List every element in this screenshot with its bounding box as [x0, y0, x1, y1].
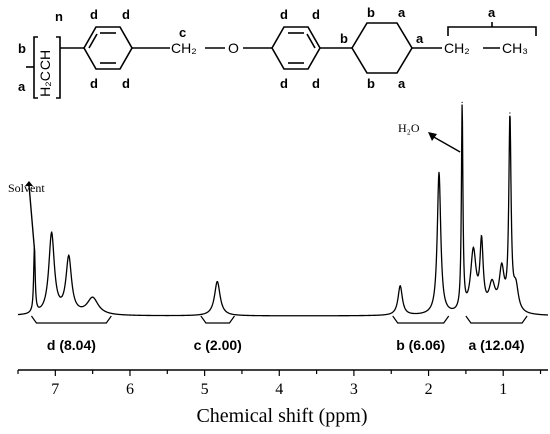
integral-bracket: [465, 315, 528, 324]
label-a-cy-attach: a: [416, 31, 424, 46]
label-d-ring2-bl: d: [280, 76, 288, 91]
solvent-label: Solvent: [8, 181, 45, 195]
right-bracket: [56, 36, 61, 99]
label-d-ring1-br: d: [122, 76, 130, 91]
x-tick-label: 7: [51, 381, 59, 398]
linker-o: O: [228, 40, 239, 56]
x-tick-label: 4: [275, 381, 283, 398]
peak-2: [68, 254, 70, 256]
x-tick-label: 2: [425, 381, 433, 398]
x-tick-label: 5: [201, 381, 209, 398]
repeat-unit-n: n: [55, 9, 63, 24]
chemical-structure: [26, 22, 537, 99]
backbone-ch: CH: [37, 50, 53, 70]
backbone-h2c: H₂C: [37, 71, 53, 97]
integral-bracket: [392, 315, 450, 324]
label-a-cy-tr: a: [398, 5, 406, 20]
x-tick-label: 3: [350, 381, 358, 398]
integral-bracket: [200, 315, 235, 324]
h2o-label: H₂O: [398, 121, 420, 135]
label-b-cy-tl: b: [367, 5, 375, 20]
label-b-cy-bl: b: [367, 76, 375, 91]
peak-7: [461, 101, 463, 103]
peak-10: [491, 278, 493, 281]
x-axis: 7 6 5 4 3 2 1: [17, 369, 548, 398]
label-d-ring1-tr: d: [122, 7, 130, 22]
propyl-bracket: [447, 26, 537, 36]
peak-13: [515, 278, 517, 280]
label-b-backbone: b: [18, 41, 26, 56]
label-a-propyl: a: [488, 5, 496, 20]
integral-3: a (12.04): [465, 315, 528, 353]
structure-labels: n CH H₂C CH₂ O CH₂ CH₃ b a d d d d c d d…: [18, 5, 528, 97]
label-d-ring2-tl: d: [280, 7, 288, 22]
cyclohexane-ring: [351, 22, 413, 74]
spectrum: [17, 101, 549, 317]
label-d-ring2-br: d: [312, 76, 320, 91]
integral-label: d (8.04): [47, 337, 96, 353]
integral-0: d (8.04): [30, 315, 112, 353]
peak-5: [399, 285, 401, 287]
solvent-arrow: [28, 184, 36, 250]
peak-12: [509, 112, 511, 114]
x-axis-label: Chemical shift (ppm): [196, 405, 367, 427]
h2o-arrow: [431, 135, 461, 153]
integral-2: b (6.06): [392, 315, 450, 353]
peak-4: [216, 280, 218, 283]
label-a-cy-br: a: [398, 76, 406, 91]
peak-1: [50, 231, 53, 234]
label-c: c: [179, 25, 186, 40]
peak-9: [480, 235, 483, 237]
annotations: Solvent H₂O: [8, 121, 461, 250]
x-tick-label: 6: [126, 381, 134, 398]
integral-bracket: [30, 315, 112, 324]
peak-6: [438, 171, 440, 173]
peak-3: [92, 296, 94, 298]
label-b-ring-attach: b: [340, 31, 348, 46]
integral-label: b (6.06): [396, 337, 445, 353]
label-d-ring1-bl: d: [90, 76, 98, 91]
label-a-backbone: a: [18, 79, 26, 94]
integral-label: c (2.00): [194, 337, 242, 353]
label-d-ring1-tl: d: [90, 7, 98, 22]
propyl-ch3: CH₃: [502, 40, 528, 56]
propyl-ch2: CH₂: [444, 40, 470, 56]
integral-1: c (2.00): [194, 315, 242, 353]
integral-label: a (12.04): [468, 337, 524, 353]
peak-8: [472, 246, 474, 249]
label-d-ring2-tr: d: [312, 7, 320, 22]
integrals: d (8.04) c (2.00) b (6.06) a (12.04): [30, 315, 528, 353]
x-tick-label: 1: [499, 381, 507, 398]
spectrum-line: [17, 104, 549, 317]
linker-ch2: CH₂: [171, 40, 197, 56]
peak-11: [501, 262, 503, 264]
